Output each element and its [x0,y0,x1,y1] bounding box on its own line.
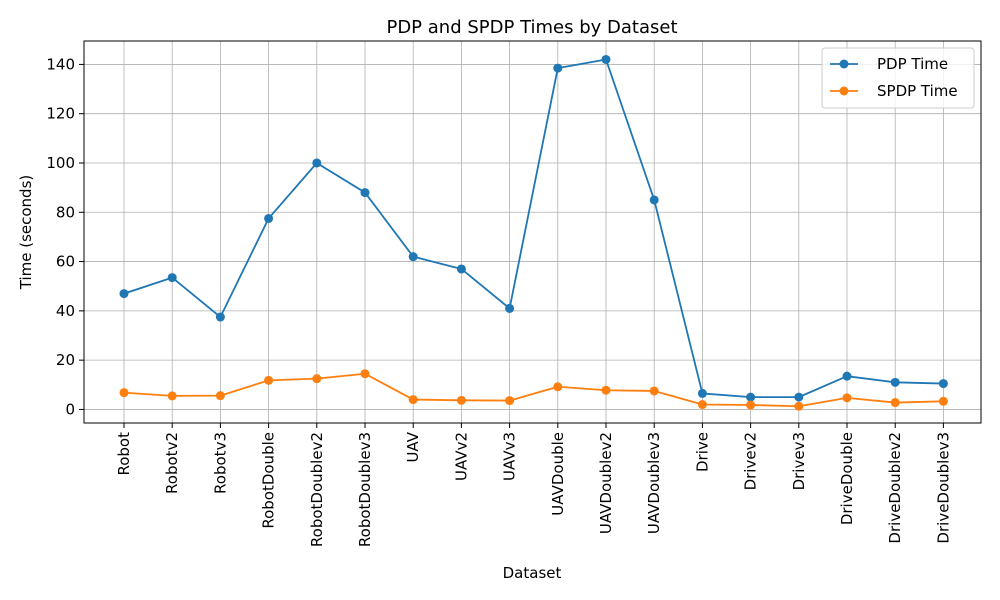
y-tick-label: 0 [65,400,75,418]
x-axis-label: Dataset [503,564,562,582]
data-point [697,388,707,398]
data-point [553,382,563,392]
y-tick-label: 20 [56,351,75,369]
legend-marker [839,59,849,69]
data-point [601,385,611,395]
x-tick-label: Drivev3 [790,432,808,490]
series-pdp-time [119,54,948,402]
data-point [746,392,756,402]
x-tick-label: RobotDoublev3 [356,432,374,547]
x-tick-label: UAVv3 [501,432,519,481]
x-tick-label: UAVDoublev2 [597,432,615,534]
x-tick-label: Robot [115,432,133,476]
data-point [408,395,418,405]
x-tick-label: DriveDoublev3 [934,432,952,544]
x-tick-label: RobotDoublev2 [308,432,326,547]
legend: PDP Time SPDP Time [821,47,975,109]
data-point [505,303,515,313]
data-point [456,264,466,274]
legend-box [821,47,975,109]
y-tick-label: 100 [46,154,75,172]
data-point [505,396,515,406]
data-point [215,391,225,401]
x-tick-label: Robotv3 [211,432,229,494]
series-spdp-time [119,369,948,411]
x-tick-label: UAVDouble [549,432,567,516]
data-point [264,375,274,385]
data-point [890,398,900,408]
data-point [601,54,611,64]
data-point [697,400,707,410]
x-tick-label: Drive [693,432,711,472]
data-point [553,63,563,73]
x-tick-label: UAVv2 [452,432,470,481]
y-tick-label: 80 [56,203,75,221]
data-point [794,392,804,402]
data-point [119,289,129,299]
x-tick-label: UAVDoublev3 [645,432,663,534]
data-point [167,391,177,401]
data-point [842,371,852,381]
x-axis: Robot Robotv2 Robotv3 RobotDouble RobotDoubl… [115,423,952,547]
data-point [890,377,900,387]
data-point [938,379,948,389]
data-point [649,195,659,205]
chart-title: PDP and SPDP Times by Dataset [386,17,677,38]
legend-marker [839,86,849,96]
data-point [360,369,370,379]
series-line [123,372,944,408]
data-point [794,401,804,411]
legend-label: SPDP Time [877,82,958,100]
data-point [360,188,370,198]
data-point [312,158,322,168]
data-point [746,400,756,410]
y-axis-label: Time (seconds) [17,175,35,291]
x-tick-label: RobotDouble [260,432,278,529]
x-tick-label: DriveDoublev2 [886,432,904,544]
data-point [456,395,466,405]
x-tick-label: Drivev2 [742,432,760,490]
y-axis: 0 20 40 60 80 100 120 140 [46,55,84,418]
series-layer [119,54,948,411]
plot-frame [83,40,982,424]
x-tick-label: Robotv2 [163,432,181,494]
y-tick-label: 140 [46,55,75,73]
data-point [408,252,418,262]
grid [84,41,981,423]
data-point [842,393,852,403]
data-point [167,273,177,283]
data-point [215,312,225,322]
y-tick-label: 40 [56,302,75,320]
y-tick-label: 120 [46,105,75,123]
data-point [649,386,659,396]
x-tick-label: DriveDouble [838,432,856,525]
data-point [938,396,948,406]
legend-label: PDP Time [877,55,948,73]
data-point [264,213,274,223]
x-tick-label: UAV [404,431,422,462]
data-point [312,374,322,384]
y-tick-label: 60 [56,253,75,271]
series-line [123,58,944,399]
data-point [119,388,129,398]
